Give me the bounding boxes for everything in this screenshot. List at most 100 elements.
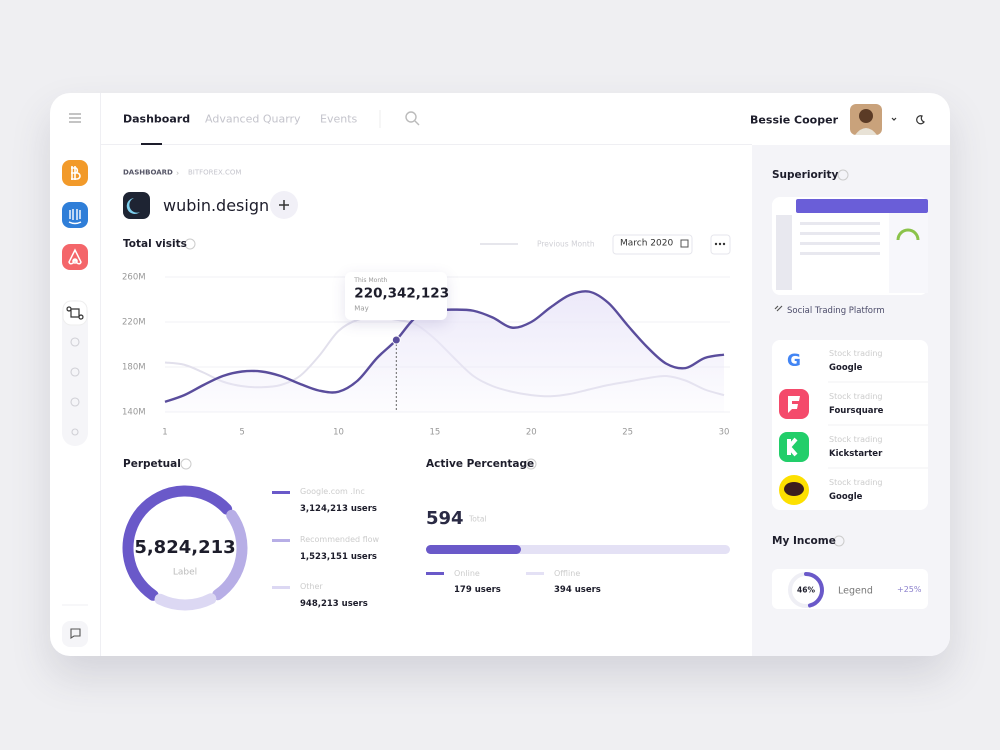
company-name: Foursquare bbox=[829, 405, 884, 416]
foursquare-glyph bbox=[788, 396, 800, 413]
tool-icons[interactable] bbox=[70, 337, 80, 436]
preview-gauge bbox=[896, 228, 920, 241]
income-arc bbox=[804, 572, 824, 608]
google-logo: G bbox=[787, 351, 801, 371]
chat-glyph bbox=[70, 628, 81, 640]
company-name: Kickstarter bbox=[829, 448, 883, 459]
legend-name: Other bbox=[300, 582, 323, 591]
nav-tab[interactable]: Advanced Quarry bbox=[205, 112, 301, 126]
x-tick-label: 1 bbox=[162, 428, 167, 438]
progress-track bbox=[426, 545, 730, 554]
legend-name: Offline bbox=[554, 569, 581, 578]
income-card bbox=[772, 569, 928, 609]
company-category: Stock trading bbox=[829, 349, 883, 358]
site-logo bbox=[123, 192, 150, 219]
command-glyph bbox=[66, 306, 84, 320]
airbnb-glyph bbox=[68, 248, 82, 265]
company-name: Google bbox=[829, 491, 863, 502]
legend-value: 394 users bbox=[554, 584, 601, 595]
tooltip-value: 220,342,123 bbox=[354, 285, 450, 302]
legend-value: 179 users bbox=[454, 584, 501, 595]
area bbox=[165, 291, 724, 412]
company-category: Stock trading bbox=[829, 435, 883, 444]
donut-total: 5,824,213 bbox=[134, 537, 236, 558]
donut-segment bbox=[212, 509, 248, 601]
intercom-glyph bbox=[68, 209, 82, 225]
legend-label: Previous Month bbox=[537, 239, 595, 249]
legend-value: 948,213 users bbox=[300, 598, 368, 609]
airbnb-app[interactable] bbox=[62, 244, 88, 270]
avatar-body bbox=[855, 128, 877, 135]
company-name: Google bbox=[829, 362, 863, 373]
company-category: Stock trading bbox=[829, 392, 883, 401]
preview-bar bbox=[796, 199, 928, 213]
date-picker[interactable] bbox=[612, 234, 693, 255]
legend-swatch bbox=[272, 491, 290, 494]
x-tick-label: 10 bbox=[333, 428, 344, 438]
intercom-app[interactable] bbox=[62, 202, 88, 228]
theme-toggle[interactable] bbox=[916, 115, 925, 125]
focus-point bbox=[391, 335, 401, 345]
command-button[interactable] bbox=[62, 300, 88, 326]
breadcrumb[interactable]: DASHBOARD bbox=[123, 168, 173, 177]
rail-divider bbox=[100, 93, 101, 656]
legend-swatch bbox=[426, 572, 444, 575]
breadcrumb[interactable]: BITFOREX.COM bbox=[188, 168, 242, 177]
legend-swatch bbox=[526, 572, 544, 575]
income-legend: Legend bbox=[838, 585, 873, 597]
company-category: Stock trading bbox=[829, 478, 883, 487]
bitcoin-glyph bbox=[71, 166, 81, 180]
info-icons bbox=[180, 169, 849, 547]
tool-group bbox=[62, 300, 88, 446]
y-tick-label: 260M bbox=[122, 273, 146, 283]
active-total: 594 bbox=[426, 508, 464, 529]
progress-fill bbox=[426, 545, 521, 554]
company-dividers bbox=[828, 381, 928, 469]
preview-rows bbox=[776, 215, 880, 290]
y-tick-label: 180M bbox=[122, 363, 146, 373]
donut-segment bbox=[154, 593, 217, 611]
legend-value: 1,523,151 users bbox=[300, 551, 377, 562]
search-icon[interactable] bbox=[405, 111, 420, 126]
legend-swatch bbox=[272, 538, 290, 542]
legend-value: 3,124,213 users bbox=[300, 503, 377, 514]
add-glyph bbox=[279, 200, 289, 210]
chat-button[interactable] bbox=[62, 621, 88, 647]
user-name: Bessie Cooper bbox=[750, 113, 838, 127]
x-tick-label: 20 bbox=[526, 428, 537, 438]
calendar-icon bbox=[680, 239, 689, 248]
section-title: My Income bbox=[772, 534, 836, 547]
link-icon bbox=[774, 305, 783, 312]
date-label[interactable]: March 2020 bbox=[620, 238, 674, 249]
site-name: wubin.design bbox=[163, 196, 270, 215]
x-tick-label: 5 bbox=[239, 428, 244, 438]
crumb-sep: › bbox=[176, 169, 179, 178]
income-ring bbox=[788, 572, 824, 608]
more-dots bbox=[714, 242, 726, 246]
chart-title: Total visits bbox=[123, 237, 187, 250]
link[interactable]: Social Trading Platform bbox=[787, 305, 885, 316]
user-menu[interactable] bbox=[891, 117, 897, 121]
section-title: Perpetual bbox=[123, 457, 181, 470]
avatar-head bbox=[859, 109, 873, 123]
tooltip: This Month 220,342,123 May bbox=[345, 272, 450, 320]
y-tick-label: 140M bbox=[122, 408, 146, 418]
kickstarter-logo bbox=[779, 432, 809, 462]
active-total-label: Total bbox=[469, 514, 487, 524]
nav-tab[interactable]: Events bbox=[320, 112, 358, 126]
menu-icon[interactable] bbox=[69, 113, 81, 123]
legend-name: Recommended flow bbox=[300, 534, 380, 544]
kickstarter-glyph bbox=[787, 437, 798, 457]
tooltip-series: This Month bbox=[354, 277, 388, 284]
income-value: 46% bbox=[797, 585, 815, 595]
x-tick-label: 30 bbox=[719, 428, 730, 438]
legend-name: Google.com .Inc bbox=[300, 487, 365, 496]
header-divider bbox=[100, 144, 752, 145]
legend-name: Online bbox=[454, 569, 480, 578]
donut-label: Label bbox=[172, 567, 198, 578]
section-title: Active Percentage bbox=[426, 457, 535, 470]
nav-tab[interactable]: Dashboard bbox=[123, 112, 191, 126]
